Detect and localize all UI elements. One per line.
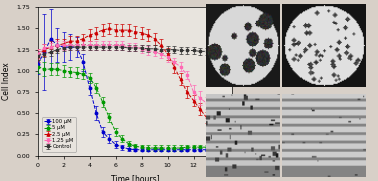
- Legend: 100 μM, 5 μM, 2.5 μM, 1.25 μM, Control: 100 μM, 5 μM, 2.5 μM, 1.25 μM, Control: [42, 117, 76, 151]
- X-axis label: Time [hours]: Time [hours]: [111, 174, 160, 181]
- Y-axis label: Cell Index: Cell Index: [2, 63, 11, 100]
